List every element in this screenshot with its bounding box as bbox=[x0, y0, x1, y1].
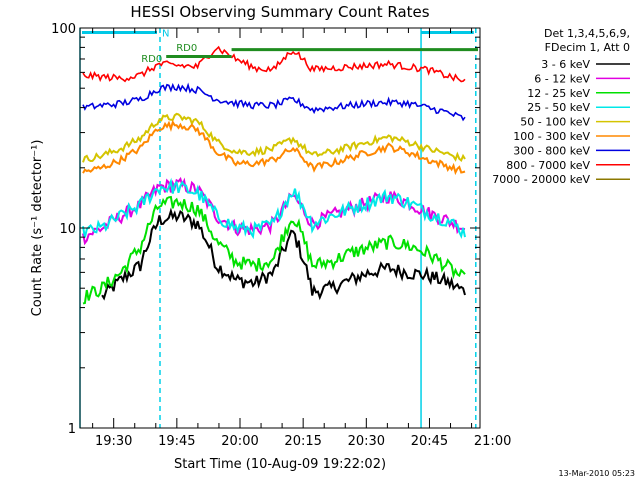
x-tick-label: 20:30 bbox=[348, 434, 385, 449]
x-tick-label: 20:00 bbox=[221, 434, 258, 449]
x-tick-label: 19:30 bbox=[95, 434, 132, 449]
x-tick-label: 20:15 bbox=[284, 434, 321, 449]
series-line-5 bbox=[82, 119, 466, 176]
legend-label: 12 - 25 keV bbox=[527, 87, 590, 100]
legend: Det 1,3,4,5,6,9, FDecim 1, Att 0 3 - 6 k… bbox=[492, 27, 630, 186]
flag-label: N bbox=[162, 28, 169, 39]
series-line-7 bbox=[82, 45, 466, 83]
legend-header-line-2: FDecim 1, Att 0 bbox=[545, 41, 630, 54]
y-axis: 1 10 100 bbox=[51, 22, 480, 437]
series-line-0 bbox=[101, 207, 466, 301]
x-axis: 19:30 19:45 20:00 20:15 20:30 20:45 21:00 bbox=[92, 28, 511, 449]
series-line-4 bbox=[82, 112, 466, 163]
x-axis-label: Start Time (10-Aug-09 19:22:02) bbox=[174, 457, 386, 472]
legend-label: 25 - 50 keV bbox=[527, 101, 590, 114]
legend-label: 300 - 800 keV bbox=[513, 144, 590, 157]
y-tick-label: 1 bbox=[68, 422, 76, 437]
series-line-2 bbox=[82, 195, 466, 305]
legend-header-line-1: Det 1,3,4,5,6,9, bbox=[544, 27, 630, 40]
series-line-1 bbox=[82, 176, 466, 246]
data-series bbox=[82, 45, 466, 305]
y-tick-label: 10 bbox=[59, 222, 76, 237]
legend-label: 100 - 300 keV bbox=[513, 130, 590, 143]
x-tick-label: 19:45 bbox=[158, 434, 195, 449]
series-line-3 bbox=[82, 177, 466, 240]
y-tick-label: 100 bbox=[51, 22, 76, 37]
legend-label: 50 - 100 keV bbox=[520, 116, 590, 129]
legend-label: 7000 - 20000 keV bbox=[492, 173, 590, 186]
legend-label: 6 - 12 keV bbox=[534, 72, 590, 85]
series-line-6 bbox=[82, 82, 466, 122]
legend-label: 800 - 7000 keV bbox=[506, 159, 590, 172]
event-lines bbox=[79, 28, 477, 428]
x-tick-label: 21:00 bbox=[474, 434, 511, 449]
y-axis-label: Count Rate (s⁻¹ detector⁻¹) bbox=[30, 140, 45, 317]
footer-date: 13-Mar-2010 05:23 bbox=[559, 469, 636, 478]
flag-label: RD0 bbox=[141, 54, 162, 65]
plot-frame bbox=[79, 27, 481, 429]
x-tick-label: 20:45 bbox=[411, 434, 448, 449]
flag-label: RD0 bbox=[176, 43, 197, 54]
chart-title: HESSI Observing Summary Count Rates bbox=[130, 3, 429, 21]
legend-label: 3 - 6 keV bbox=[541, 58, 590, 71]
attenuator-flags: N RD0 RD0 bbox=[82, 28, 478, 65]
